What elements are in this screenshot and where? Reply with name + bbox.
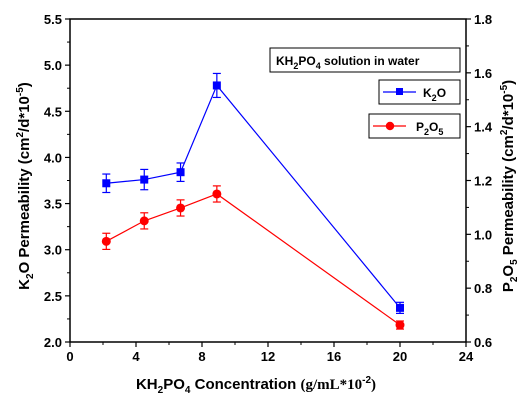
series-k2o — [102, 72, 404, 314]
y-right-tick-label: 1.6 — [474, 66, 492, 81]
plot-frame — [69, 18, 467, 343]
y-left-tick-label: 2.0 — [44, 335, 62, 350]
series-p2o5 — [101, 185, 405, 330]
series-layer — [101, 72, 405, 330]
y-left-tick-label: 3.5 — [44, 197, 62, 212]
y-right-tick-label: 1.8 — [474, 12, 492, 27]
y-axis-left-title: K2O Permeability (cm2/d*10-5) — [15, 82, 36, 290]
x-tick-label: 0 — [66, 349, 73, 364]
legend-marker-k2o — [396, 88, 403, 95]
x-tick-label: 16 — [327, 349, 341, 364]
tick-layer: 0 4 8 12 16 20 24 2.0 2.5 3.0 3.5 4.0 4.5 5.0 5.5 0.6 0.… — [44, 12, 493, 364]
y-right-tick-label: 1.4 — [474, 120, 493, 135]
y-right-tick-label: 0.6 — [474, 335, 492, 350]
data-point — [396, 303, 404, 312]
data-point — [102, 179, 111, 188]
data-point — [140, 175, 149, 184]
y-left-tick-label: 4.0 — [44, 150, 62, 165]
data-point — [101, 236, 111, 246]
x-tick-label: 4 — [132, 349, 140, 364]
series-line — [106, 84, 401, 309]
y-left-tick-label: 5.0 — [44, 58, 62, 73]
x-axis-title: KH2PO4 Concentration (g/mL*10-2) — [136, 375, 376, 396]
data-point — [176, 203, 186, 213]
data-point — [139, 216, 149, 226]
x-tick-label: 8 — [198, 349, 205, 364]
data-point — [212, 189, 222, 199]
legend-entry-p2o5: P2O5 — [368, 113, 461, 139]
y-axis-right-title: P2O5 Permeability (cm2/d*10-5) — [499, 80, 520, 292]
data-point — [212, 81, 221, 90]
y-left-tick-label: 4.5 — [44, 104, 62, 119]
annotation-box: KH2PO4 solution in water — [269, 47, 461, 73]
annotation-text: KH2PO4 solution in water — [276, 54, 420, 71]
data-point — [176, 168, 185, 177]
series-line — [106, 193, 401, 326]
y-left-tick-label: 2.5 — [44, 289, 62, 304]
legend-label-p2o5: P2O5 — [416, 120, 443, 137]
y-right-tick-label: 0.8 — [474, 281, 492, 296]
legend-marker-p2o5 — [385, 121, 395, 131]
x-tick-label: 24 — [459, 349, 474, 364]
y-right-tick-label: 1.0 — [474, 227, 492, 242]
x-tick-label: 20 — [393, 349, 407, 364]
y-left-tick-label: 3.0 — [44, 243, 62, 258]
legend-label-k2o: K2O — [423, 86, 446, 103]
x-tick-label: 12 — [261, 349, 275, 364]
y-left-tick-label: 5.5 — [44, 12, 62, 27]
y-right-tick-label: 1.2 — [474, 174, 492, 189]
data-point — [395, 320, 405, 330]
legend-entry-k2o: K2O — [378, 79, 461, 105]
